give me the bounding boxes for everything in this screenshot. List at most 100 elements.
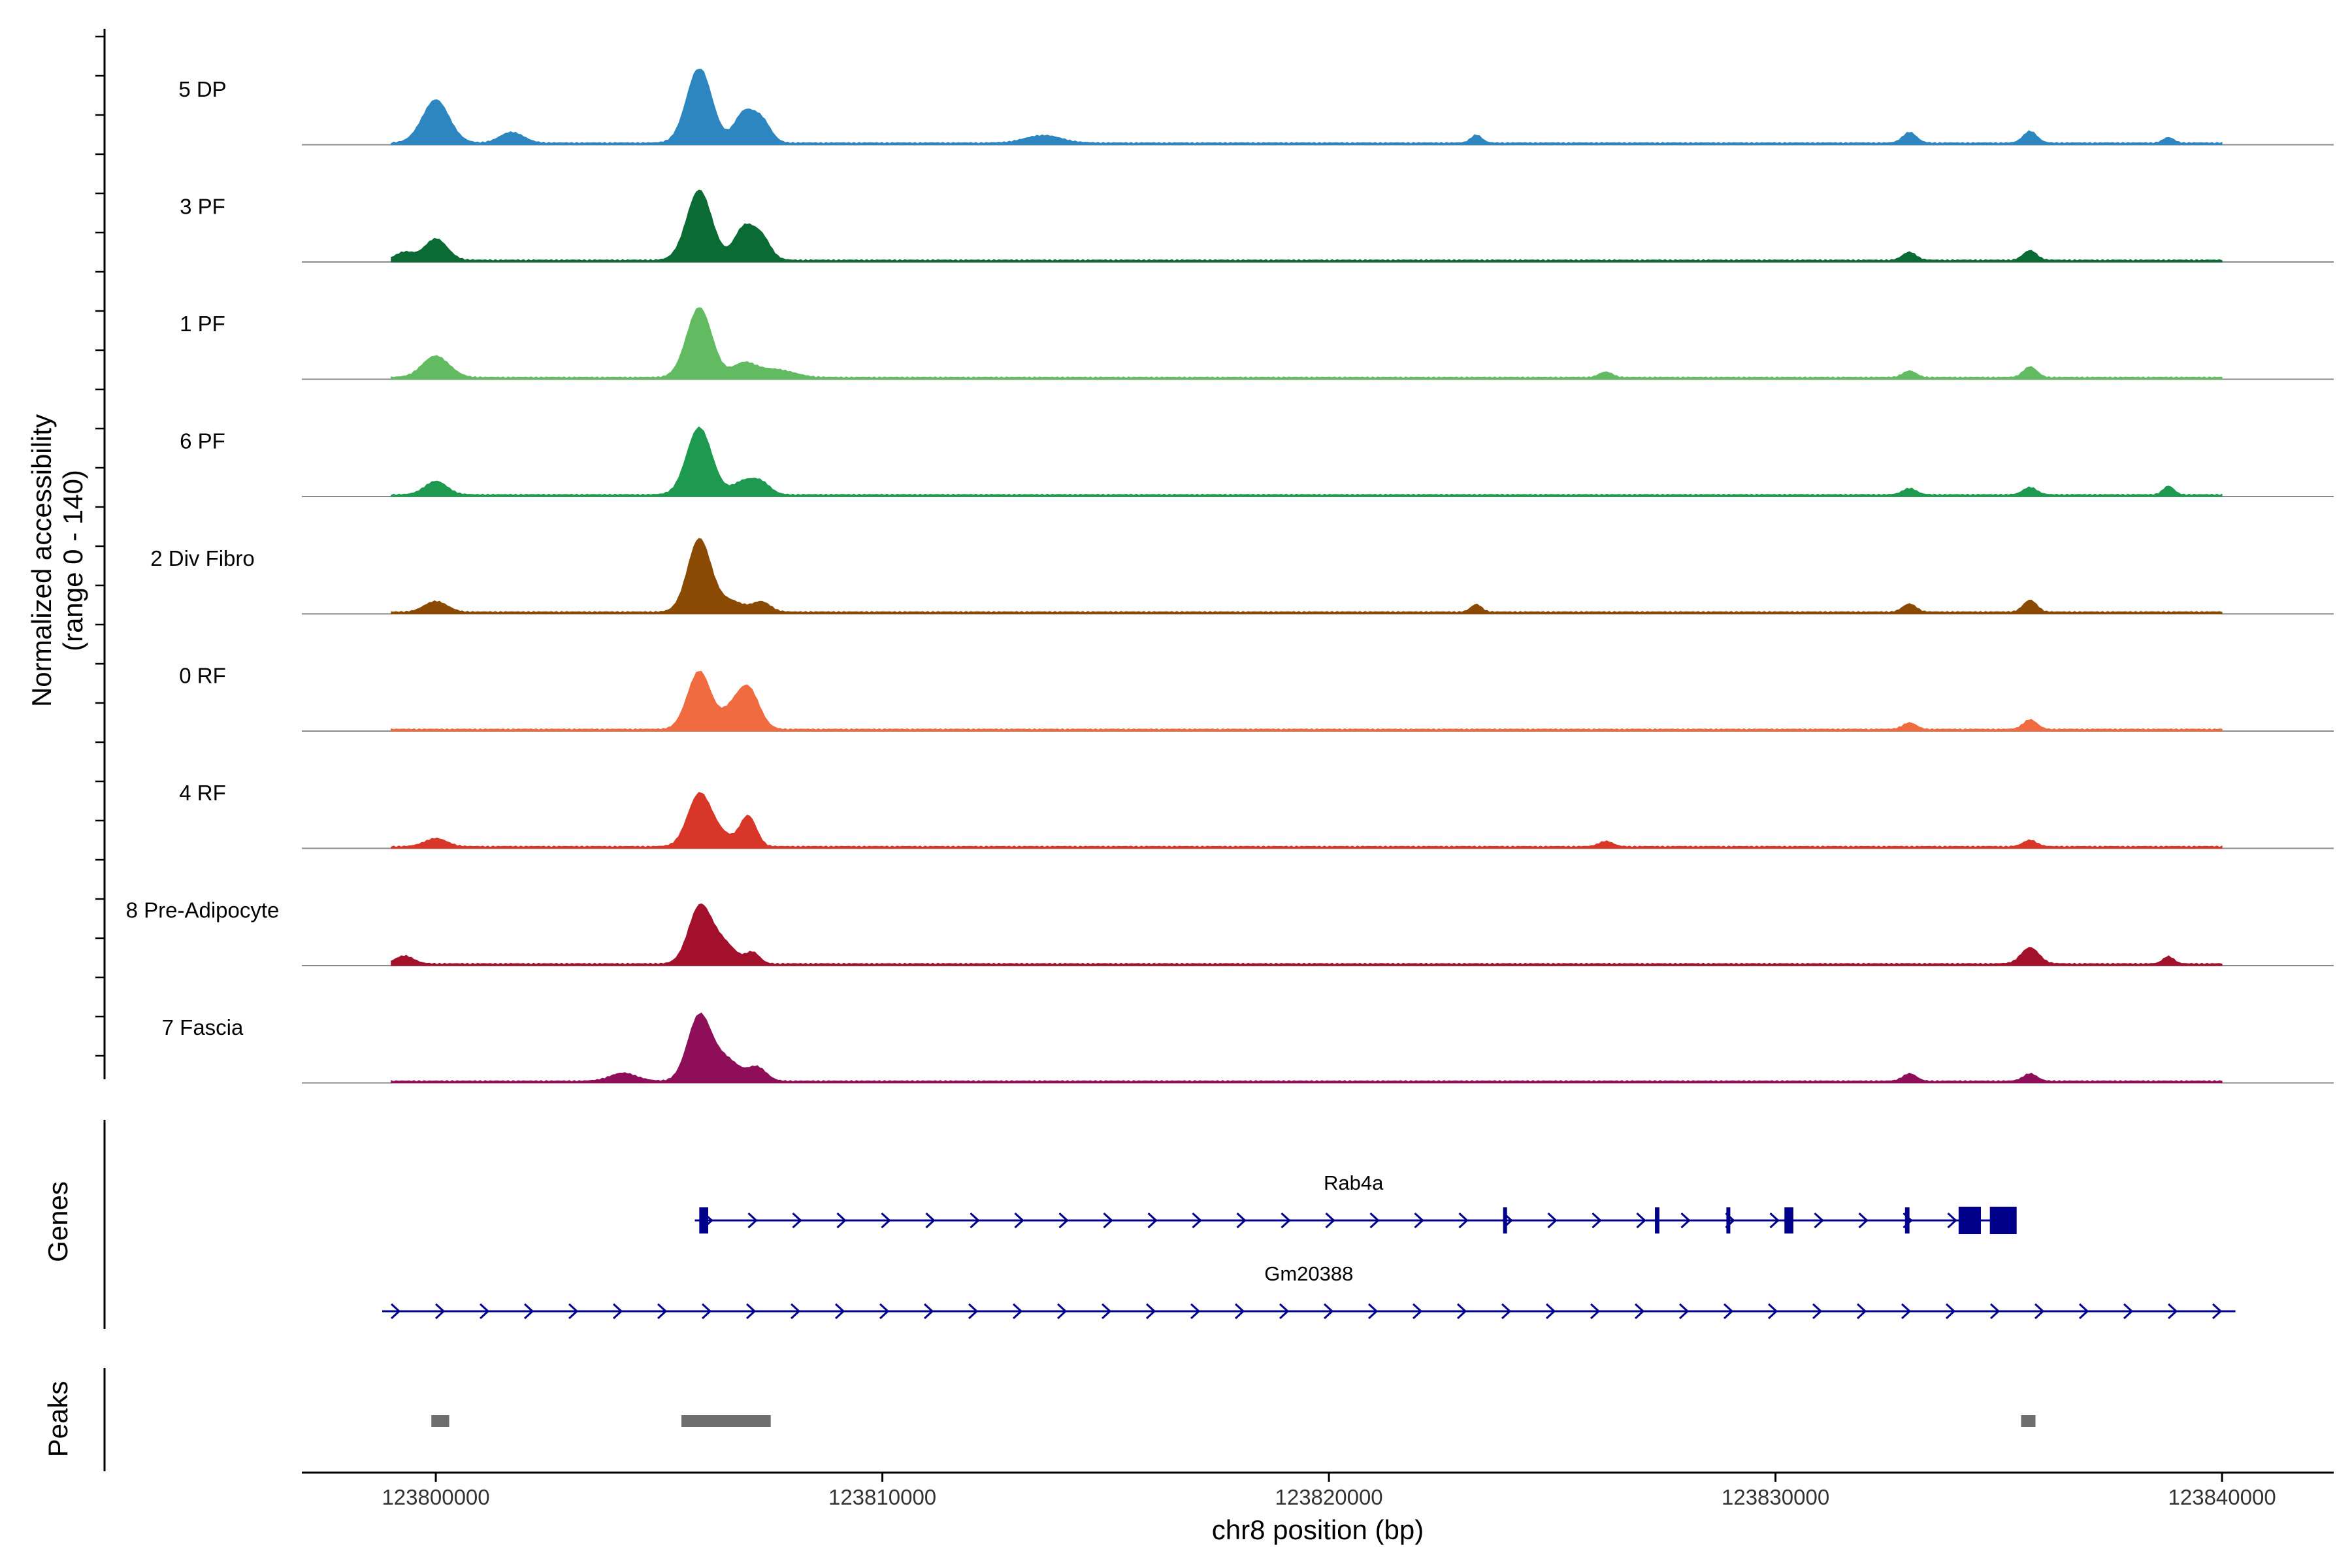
strand-arrow [2034, 1303, 2045, 1320]
strand-arrow [1279, 1303, 1290, 1320]
exon [1726, 1207, 1731, 1233]
peak-region [681, 1415, 771, 1427]
track-label: 8 Pre-Adipocyte [126, 898, 280, 923]
strand-arrow [970, 1212, 980, 1229]
exon [699, 1207, 708, 1233]
coverage-area [391, 903, 2223, 966]
strand-arrow [2168, 1303, 2178, 1320]
strand-arrow [613, 1303, 623, 1320]
strand-arrow [792, 1212, 802, 1229]
coverage-area [391, 189, 2223, 263]
track-3-pf: 3 PF [180, 189, 2334, 263]
track-5-dp: 5 DP [178, 69, 2334, 146]
gene-track: Rab4a Gm20388 [382, 1171, 2236, 1320]
strand-arrow [1679, 1303, 1690, 1320]
strand-arrow [1857, 1303, 1867, 1320]
track-label: 0 RF [179, 664, 226, 688]
strand-arrow [1147, 1212, 1158, 1229]
coverage-area [391, 670, 2223, 732]
strand-arrow [435, 1303, 446, 1320]
strand-arrow [1590, 1303, 1601, 1320]
gene-label: Gm20388 [1264, 1262, 1353, 1285]
strand-arrow [1414, 1212, 1424, 1229]
coverage-tracks: 5 DP 3 PF 1 PF 6 PF 2 Div Fibro 0 RF 4 RF 8 Pre… [126, 69, 2334, 1084]
strand-arrow [1458, 1212, 1469, 1229]
peak-region [2021, 1415, 2036, 1427]
strand-arrow [881, 1212, 891, 1229]
strand-arrow [1635, 1303, 1645, 1320]
strand-arrow [1014, 1212, 1024, 1229]
strand-arrow [1592, 1212, 1602, 1229]
coverage-area [391, 538, 2223, 614]
strand-arrow [2123, 1303, 2134, 1320]
strand-arrow [1368, 1303, 1379, 1320]
strand-arrow [1235, 1303, 1245, 1320]
strand-arrow [747, 1212, 758, 1229]
strand-arrow [1768, 1303, 1778, 1320]
strand-arrow [1102, 1303, 1112, 1320]
strand-arrow [746, 1303, 757, 1320]
track-8-pre-adipocyte: 8 Pre-Adipocyte [126, 898, 2334, 966]
strand-arrow [968, 1303, 979, 1320]
x-tick-label: 123800000 [382, 1485, 489, 1509]
strand-arrow [1546, 1303, 1556, 1320]
exon [1655, 1207, 1659, 1233]
strand-arrow [2079, 1303, 2089, 1320]
strand-arrow [1236, 1212, 1247, 1229]
strand-arrow [1190, 1303, 1201, 1320]
peaks-panel-title: Peaks [42, 1381, 73, 1458]
y-axis-title-line1: Normalized accessibility [26, 414, 57, 707]
strand-arrow [1103, 1212, 1113, 1229]
strand-arrow [1769, 1212, 1780, 1229]
exon [1784, 1207, 1793, 1233]
strand-arrow [1947, 1212, 1957, 1229]
track-4-rf: 4 RF [179, 781, 2334, 849]
strand-arrow [1146, 1303, 1156, 1320]
exon [1904, 1207, 1910, 1233]
track-label: 7 Fascia [162, 1015, 244, 1039]
strand-arrow [702, 1303, 712, 1320]
strand-arrow [1501, 1303, 1512, 1320]
strand-arrow [1013, 1303, 1023, 1320]
strand-arrow [1369, 1212, 1380, 1229]
coverage-area [391, 1012, 2223, 1083]
strand-arrow [524, 1303, 534, 1320]
coverage-y-ticks [95, 35, 105, 1057]
strand-arrow [2212, 1303, 2223, 1320]
strand-arrow [480, 1303, 490, 1320]
strand-arrow [568, 1303, 579, 1320]
strand-arrow [657, 1303, 668, 1320]
gene-label: Rab4a [1324, 1171, 1384, 1194]
strand-arrow [1990, 1303, 2001, 1320]
strand-arrow [1413, 1303, 1423, 1320]
strand-arrow [1636, 1212, 1646, 1229]
strand-arrow [1901, 1303, 1912, 1320]
coverage-area [391, 69, 2223, 145]
strand-arrow [791, 1303, 801, 1320]
x-tick-label: 123820000 [1275, 1485, 1382, 1509]
strand-arrow [924, 1303, 934, 1320]
track-6-pf: 6 PF [180, 426, 2334, 497]
track-label: 2 Div Fibro [150, 546, 255, 570]
track-label: 4 RF [179, 781, 226, 805]
strand-arrow [1192, 1212, 1202, 1229]
strand-arrow [1457, 1303, 1467, 1320]
track-7-fascia: 7 Fascia [162, 1012, 2334, 1084]
gene-gm20388: Gm20388 [382, 1262, 2236, 1320]
strand-arrow [391, 1303, 401, 1320]
gene-rab4a: Rab4a [694, 1171, 2017, 1234]
track-2-div-fibro: 2 Div Fibro [150, 538, 2334, 615]
coverage-area [391, 307, 2223, 380]
strand-arrow [1057, 1303, 1068, 1320]
x-tick-label: 123830000 [1722, 1485, 1829, 1509]
track-0-rf: 0 RF [179, 664, 2334, 732]
peak-region [431, 1415, 449, 1427]
track-label: 6 PF [180, 429, 225, 453]
coverage-area [391, 426, 2223, 497]
strand-arrow [879, 1303, 890, 1320]
strand-arrow [925, 1212, 936, 1229]
track-label: 1 PF [180, 312, 225, 336]
strand-arrow [1325, 1212, 1335, 1229]
strand-arrow [1547, 1212, 1558, 1229]
